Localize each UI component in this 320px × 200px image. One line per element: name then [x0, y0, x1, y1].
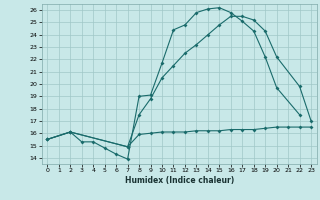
X-axis label: Humidex (Indice chaleur): Humidex (Indice chaleur)	[124, 176, 234, 185]
